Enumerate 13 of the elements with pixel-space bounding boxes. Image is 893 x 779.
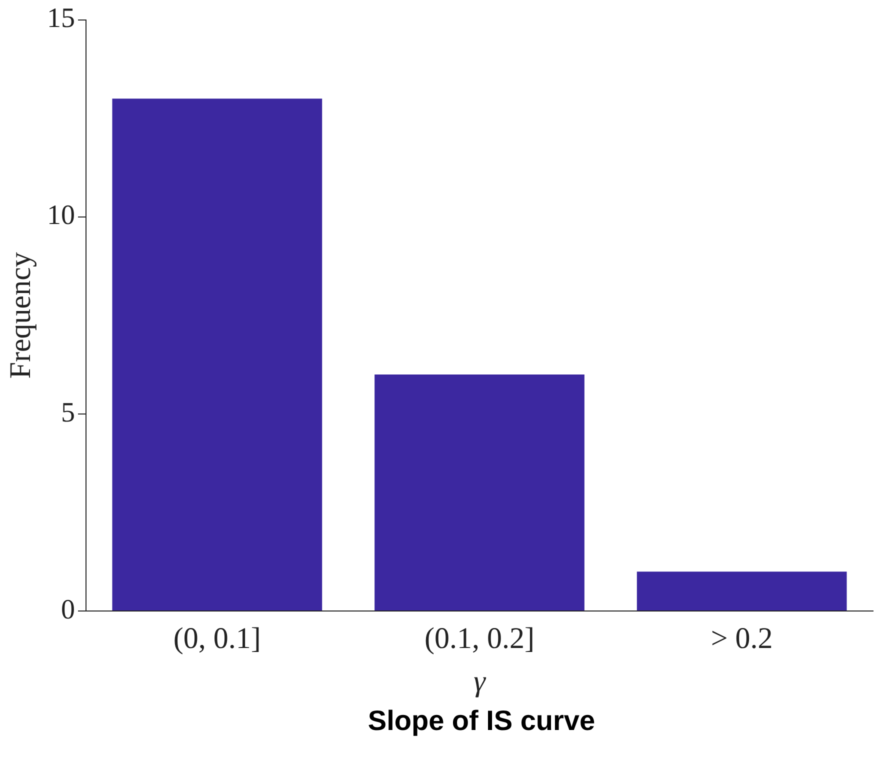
y-tick-label: 0 — [61, 594, 75, 626]
y-tick-label: 15 — [47, 3, 75, 34]
y-tick-label: 5 — [61, 397, 75, 428]
x-tick-label: (0, 0.1] — [173, 622, 261, 655]
bar — [636, 572, 847, 610]
y-tick-label: 10 — [47, 200, 75, 232]
x-tick-label: > 0.2 — [710, 622, 773, 655]
x-tick-label: (0.1, 0.2] — [424, 622, 534, 655]
y-axis-title: Frequency — [4, 252, 37, 379]
text: Slope of IS curve — [366, 705, 596, 737]
x-axis-title: γ — [474, 664, 487, 698]
bar — [112, 98, 322, 610]
bar — [374, 374, 584, 610]
